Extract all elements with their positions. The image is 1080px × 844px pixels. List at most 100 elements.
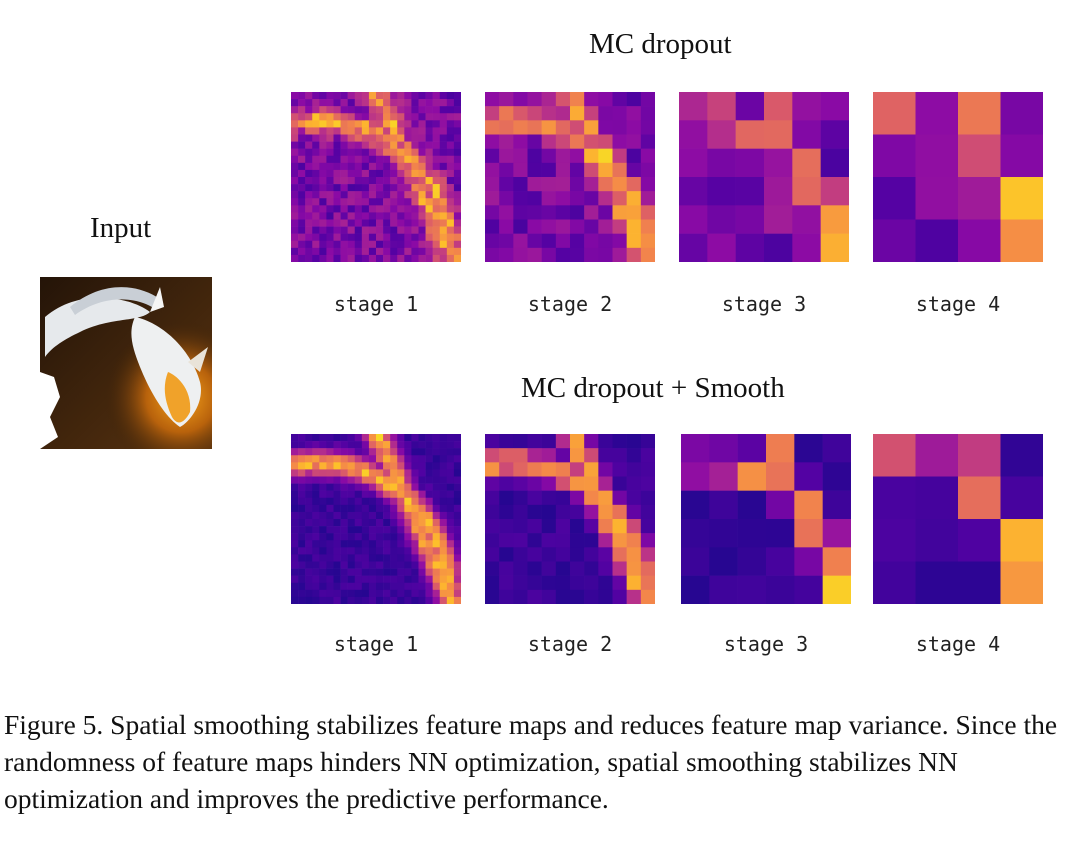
heatmap-cell: [312, 205, 320, 213]
heatmap-cell: [319, 254, 327, 262]
heatmap-cell: [397, 162, 405, 171]
heatmap-cell: [390, 504, 398, 513]
heatmap-cell: [354, 526, 363, 534]
heatmap-cell: [298, 462, 306, 470]
heatmap-cell: [555, 561, 571, 576]
heatmap-cell: [291, 92, 299, 100]
heatmap-cell: [383, 191, 391, 199]
heatmap-cell: [312, 554, 320, 562]
heatmap-cell: [376, 198, 384, 206]
heatmap-cell: [598, 476, 613, 491]
heatmap-cell: [570, 233, 585, 249]
heatmap-cell: [598, 504, 613, 520]
heatmap-cell: [612, 106, 627, 121]
heatmap-cell: [383, 240, 391, 249]
heatmap-cell: [340, 554, 348, 562]
heatmap-cell: [425, 219, 433, 227]
heatmap-cell: [485, 247, 500, 262]
heatmap-cell: [298, 99, 306, 107]
heatmap-cell: [312, 141, 320, 149]
heatmap-cell: [361, 596, 370, 604]
stage-label: stage 2: [527, 292, 613, 316]
heatmap-cell: [570, 120, 585, 135]
heatmap-cell: [354, 504, 363, 513]
heatmap-cell: [439, 162, 448, 171]
heatmap-cell: [383, 219, 391, 227]
heatmap-cell: [707, 120, 736, 149]
heatmap-cell: [418, 483, 426, 491]
stage-label: stage 4: [915, 292, 1001, 316]
heatmap-cell: [397, 247, 405, 256]
heatmap-cell: [319, 476, 327, 484]
heatmap-cell: [584, 247, 599, 262]
heatmap-cell: [347, 561, 356, 569]
heatmap-cell: [439, 519, 448, 527]
heatmap-cell: [439, 483, 448, 491]
heatmap-cell: [446, 247, 455, 256]
heatmap-cell: [390, 120, 398, 128]
heatmap-cell: [513, 219, 528, 234]
heatmap-cell: [340, 240, 348, 249]
heatmap-cell: [439, 120, 448, 128]
heatmap-cell: [640, 106, 655, 121]
heatmap-cell: [376, 120, 384, 128]
heatmap-cell: [418, 212, 426, 220]
heatmap-cell: [425, 575, 433, 584]
heatmap-cell: [527, 476, 542, 491]
heatmap-cell: [333, 504, 341, 513]
heatmap-cell: [376, 92, 384, 100]
heatmap-cell: [485, 162, 500, 178]
heatmap-cell: [425, 155, 433, 164]
heatmap-cell: [513, 547, 528, 562]
heatmap-cell: [612, 247, 627, 262]
heatmap-cell: [347, 92, 356, 100]
heatmap-cell: [411, 120, 419, 128]
heatmap-cell: [397, 155, 405, 164]
heatmap-cell: [326, 106, 334, 114]
heatmap-cell: [446, 504, 455, 513]
heatmap-cell: [432, 554, 441, 562]
heatmap-cell: [485, 519, 500, 534]
heatmap-cell: [376, 247, 384, 256]
heatmap-cell: [541, 148, 557, 164]
heatmap-cell: [792, 205, 821, 234]
heatmap-cell: [390, 554, 398, 562]
heatmap-cell: [368, 589, 377, 598]
heatmap-cell: [298, 198, 306, 206]
heatmap-cell: [298, 233, 306, 242]
heatmap-cell: [305, 448, 313, 456]
heatmap-cell: [326, 177, 334, 185]
heatmap-cell: [541, 575, 557, 591]
heatmap-cell: [333, 554, 341, 562]
heatmap-cell: [305, 198, 313, 206]
heatmap-cell: [570, 561, 585, 576]
heatmap-cell: [361, 575, 370, 584]
heatmap-cell: [446, 184, 455, 192]
heatmap-cell: [298, 547, 306, 555]
heatmap-cell: [397, 497, 405, 506]
heatmap-cell: [354, 441, 363, 449]
heatmap-cell: [598, 519, 613, 534]
heatmap-cell: [873, 92, 916, 135]
heatmap-cell: [390, 92, 398, 100]
heatmap-cell: [411, 504, 419, 513]
heatmap-cell: [368, 127, 377, 135]
heatmap-cell: [390, 134, 398, 142]
heatmap-cell: [333, 540, 341, 548]
heatmap-cell: [298, 519, 306, 527]
heatmap-cell: [340, 205, 348, 213]
heatmap-cell: [425, 191, 433, 199]
heatmap-cell: [291, 561, 299, 569]
heatmap-cell: [305, 490, 313, 499]
heatmap-cell: [527, 533, 542, 548]
heatmap-cell: [397, 134, 405, 142]
heatmap-cell: [361, 247, 370, 256]
heatmap-cell: [326, 226, 334, 234]
heatmap-cell: [312, 462, 320, 470]
heatmap-cell: [376, 455, 384, 463]
heatmap-cell: [326, 148, 334, 157]
heatmap-cell: [411, 141, 419, 149]
heatmap-cell: [570, 148, 585, 164]
heatmap-cell: [527, 205, 542, 220]
heatmap-cell: [584, 589, 599, 604]
